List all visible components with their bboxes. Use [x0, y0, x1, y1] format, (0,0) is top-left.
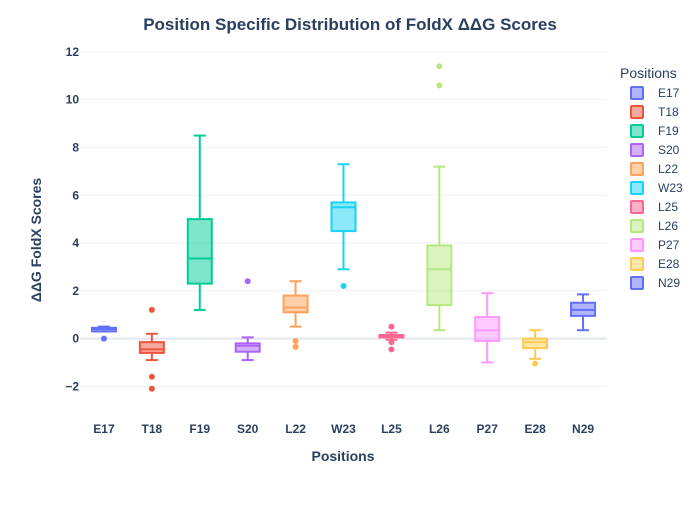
legend-swatch: [630, 276, 644, 290]
outlier-point: [388, 346, 395, 353]
legend-item-W23: W23: [630, 181, 683, 195]
legend-swatch: [630, 105, 644, 119]
y-tick-label: 6: [72, 188, 79, 202]
legend-item-T18: T18: [630, 105, 679, 119]
x-tick-label: E28: [524, 422, 546, 436]
x-tick-label: L26: [429, 422, 450, 436]
legend-item-L22: L22: [630, 162, 678, 176]
box-E28: [522, 329, 549, 367]
y-tick-label: 0: [72, 332, 79, 346]
legend-title: Positions: [620, 65, 677, 81]
outlier-point: [292, 337, 299, 344]
legend: E17 T18 F19 S20 L22 W23 L25 L26 P27 E28 N29: [630, 86, 683, 290]
outlier-point: [532, 360, 539, 367]
box-body: [282, 294, 309, 314]
box-E17: [90, 325, 117, 342]
box-body: [234, 342, 261, 353]
legend-swatch: [630, 181, 644, 195]
legend-item-E28: E28: [630, 257, 680, 271]
box-T18: [138, 306, 165, 392]
x-tick-label: T18: [142, 422, 163, 436]
legend-label: L22: [658, 162, 678, 176]
legend-label: E28: [658, 257, 680, 271]
legend-swatch: [630, 238, 644, 252]
legend-item-F19: F19: [630, 124, 679, 138]
legend-label: P27: [658, 238, 680, 252]
box-L22: [282, 280, 309, 350]
y-axis-label: ΔΔG FoldX Scores: [28, 178, 44, 303]
y-tick-label: 4: [72, 236, 79, 250]
outlier-point: [436, 63, 443, 70]
x-tick-label: P27: [477, 422, 499, 436]
legend-label: F19: [658, 124, 679, 138]
box-body: [186, 218, 213, 285]
y-tick-label: 10: [66, 93, 80, 107]
legend-swatch: [630, 219, 644, 233]
legend-swatch: [630, 143, 644, 157]
y-tick-label: 2: [72, 284, 79, 298]
legend-swatch: [630, 162, 644, 176]
legend-item-L26: L26: [630, 219, 678, 233]
outlier-point: [148, 385, 155, 392]
legend-label: S20: [658, 143, 680, 157]
legend-label: E17: [658, 86, 680, 100]
outlier-point: [388, 339, 395, 346]
legend-label: T18: [658, 105, 679, 119]
legend-label: W23: [658, 181, 683, 195]
x-tick-labels: E17 T18 F19 S20 L22 W23 L25 L26 P27 E28 N29: [93, 422, 594, 436]
box-S20: [234, 278, 261, 362]
legend-label: L25: [658, 200, 678, 214]
outlier-point: [148, 306, 155, 313]
box-W23: [330, 163, 357, 290]
outlier-point: [388, 323, 395, 330]
chart-title: Position Specific Distribution of FoldX …: [143, 15, 557, 34]
box-F19: [186, 134, 213, 311]
y-tick-label: 8: [72, 140, 79, 154]
x-tick-label: L22: [285, 422, 306, 436]
x-tick-label: S20: [237, 422, 259, 436]
legend-item-N29: N29: [630, 276, 680, 290]
x-tick-label: L25: [381, 422, 402, 436]
x-tick-label: E17: [93, 422, 115, 436]
legend-swatch: [630, 200, 644, 214]
legend-item-P27: P27: [630, 238, 680, 252]
box-L25: [378, 323, 405, 353]
y-tick-label: −2: [65, 379, 79, 393]
legend-item-L25: L25: [630, 200, 678, 214]
box-body: [522, 337, 549, 350]
outlier-point: [292, 343, 299, 350]
x-tick-label: F19: [189, 422, 210, 436]
box-series: [90, 63, 597, 392]
box-N29: [570, 293, 597, 332]
legend-label: N29: [658, 276, 680, 290]
legend-swatch: [630, 257, 644, 271]
outlier-point: [244, 278, 251, 285]
box-body: [138, 341, 165, 354]
legend-swatch: [630, 124, 644, 138]
box-P27: [474, 292, 501, 364]
legend-item-E17: E17: [630, 86, 680, 100]
outlier-point: [340, 283, 347, 290]
legend-label: L26: [658, 219, 678, 233]
box-L26: [426, 63, 453, 332]
outlier-point: [100, 335, 107, 342]
y-tick-label: 12: [66, 45, 80, 59]
outlier-point: [436, 82, 443, 89]
x-tick-label: W23: [331, 422, 356, 436]
box-body: [474, 316, 501, 342]
legend-item-S20: S20: [630, 143, 680, 157]
box-body: [426, 244, 453, 307]
outlier-point: [148, 373, 155, 380]
x-tick-label: N29: [572, 422, 594, 436]
y-tick-labels: −2 0 2 4 6 8 10 12: [65, 45, 79, 393]
x-axis-label: Positions: [311, 448, 374, 464]
legend-swatch: [630, 86, 644, 100]
